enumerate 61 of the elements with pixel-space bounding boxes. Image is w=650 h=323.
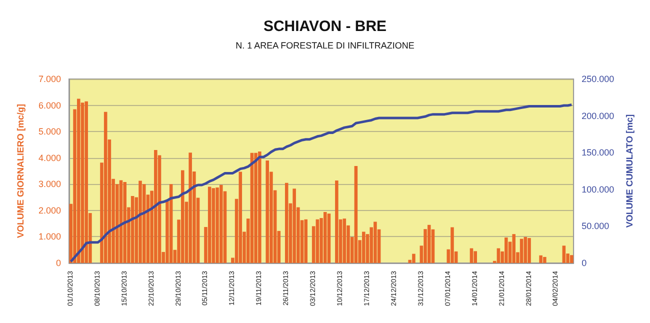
bar — [412, 254, 416, 263]
bar — [528, 238, 531, 263]
bar — [354, 166, 358, 263]
bar — [324, 212, 327, 263]
bar — [374, 222, 377, 263]
y2-tick-label: 100.000 — [582, 184, 614, 194]
bar — [84, 101, 88, 263]
bar — [424, 229, 427, 263]
y2-tick-label: 250.000 — [582, 74, 614, 84]
bar — [496, 248, 500, 263]
bar — [304, 219, 308, 263]
bar — [138, 180, 142, 263]
bar — [216, 188, 219, 263]
bar — [258, 152, 262, 263]
bar — [431, 229, 435, 263]
bar — [524, 236, 528, 263]
y-tick-label: 2.000 — [38, 205, 61, 216]
bar — [180, 170, 184, 263]
bar — [123, 182, 126, 263]
bar — [238, 172, 242, 263]
bar — [362, 232, 366, 263]
y2-tick-label: 200.000 — [582, 110, 614, 121]
y-tick-label: 0 — [56, 258, 61, 268]
bar — [154, 150, 158, 263]
bar — [450, 227, 454, 263]
bar — [570, 255, 574, 263]
bar — [254, 152, 258, 263]
y-tick-label: 7.000 — [38, 74, 61, 84]
bar — [208, 186, 212, 263]
bar — [284, 182, 288, 263]
y2-tick-label: 0 — [582, 258, 587, 268]
bar — [543, 256, 546, 263]
bar — [470, 248, 474, 263]
y2-tick-label: 150.000 — [582, 148, 614, 158]
y2-axis-title: VOLUME CUMULATO [mc] — [624, 114, 634, 228]
y2-tick-label: 50.000 — [582, 221, 610, 232]
bar — [220, 184, 223, 263]
y-axis-title: VOLUME GIORNALIERO [mc/g] — [16, 104, 26, 238]
y-tick-label: 1.000 — [38, 232, 61, 242]
bar — [539, 255, 542, 263]
y-tick-label: 5.000 — [38, 126, 61, 137]
bar — [292, 188, 296, 263]
y-tick-label: 6.000 — [38, 100, 61, 110]
bar — [76, 98, 80, 263]
bar — [562, 246, 566, 263]
chart-subtitle: N. 1 AREA FORESTALE DI INFILTRAZIONE — [236, 40, 414, 50]
bar — [504, 238, 508, 263]
bar — [427, 224, 431, 263]
bar — [335, 180, 338, 263]
bar — [512, 234, 516, 263]
y-tick-label: 4.000 — [38, 152, 61, 163]
bar — [520, 238, 524, 263]
bar — [188, 152, 192, 263]
bar — [342, 218, 346, 263]
chart-title: SCHIAVON - BRE — [263, 18, 387, 35]
bar — [212, 188, 216, 263]
y-tick-label: 3.000 — [38, 179, 61, 190]
bar — [266, 160, 269, 263]
bar — [316, 219, 320, 263]
bar — [474, 251, 477, 263]
bar — [327, 214, 331, 263]
